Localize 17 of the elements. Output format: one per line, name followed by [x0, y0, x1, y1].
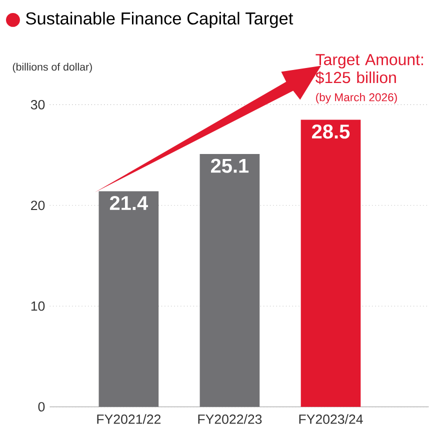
text: (by March 2026): [316, 93, 397, 104]
x-tick-label: FY2023/24: [299, 414, 363, 424]
data-label: 28.5: [312, 124, 350, 139]
x-tick-label: FY2022/23: [198, 414, 262, 424]
bar: [300, 120, 361, 407]
y-tick-label: 10: [31, 302, 45, 311]
data-label: 21.4: [110, 196, 148, 210]
y-tick-label: 30: [30, 100, 45, 110]
chart-title: Sustainable Finance Capital Target: [26, 12, 294, 28]
y-axis-title: (billions of dollar): [12, 62, 92, 73]
bar: [200, 154, 260, 407]
y-tick-label: 0: [38, 402, 45, 412]
x-tick-label: FY2021/22: [97, 414, 161, 424]
y-tick-label: 20: [31, 200, 45, 210]
bar: [98, 191, 159, 407]
text: Target Amount: $125 billion: [316, 54, 423, 84]
data-label: 25.1: [210, 158, 249, 173]
